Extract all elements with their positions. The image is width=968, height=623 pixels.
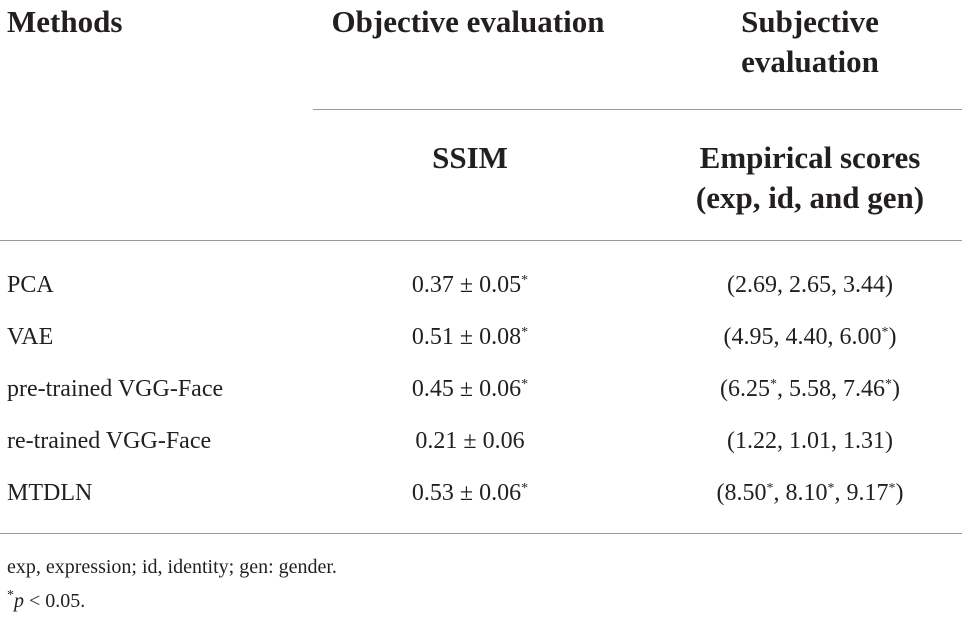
scores-cell: (1.22, 1.01, 1.31) [727,428,893,454]
method-cell: pre-trained VGG-Face [7,376,224,402]
header-subjective-evaluation-line1: Subjective [741,4,879,39]
footnote-p: p [14,590,24,612]
footnote-abbreviations: exp, expression; id, identity; gen: gend… [7,556,337,578]
significance-star: * [888,481,896,496]
ssim-cell: 0.53 ± 0.06* [411,480,529,506]
header-methods: Methods [7,4,123,39]
significance-star: * [521,481,529,496]
header-group-rule [313,109,962,110]
table-bottom-rule [0,533,962,534]
significance-star: * [827,481,835,496]
footnote-threshold: < 0.05. [24,590,86,612]
significance-star: * [521,377,529,392]
header-subjective-evaluation-line2: evaluation [741,44,879,79]
scores-cell: (2.69, 2.65, 3.44) [727,272,893,298]
significance-star: * [881,325,889,340]
method-cell: MTDLN [7,480,93,506]
header-empirical-scores-line1: Empirical scores [699,140,921,175]
scores-cell: (8.50*, 8.10*, 9.17*) [716,480,904,506]
scores-cell: (6.25*, 5.58, 7.46*) [720,376,900,402]
method-cell: re-trained VGG-Face [7,428,212,454]
ssim-cell: 0.45 ± 0.06* [411,376,529,402]
significance-star: * [766,481,774,496]
significance-star: * [885,377,892,392]
header-bottom-rule [0,240,962,241]
header-objective-evaluation: Objective evaluation [331,4,605,39]
footnote-significance: *p < 0.05. [7,588,85,614]
ssim-cell: 0.37 ± 0.05* [411,272,529,298]
scores-cell: (4.95, 4.40, 6.00*) [723,324,897,350]
ssim-cell: 0.51 ± 0.08* [411,324,529,350]
header-empirical-scores-line2: (exp, id, and gen) [695,180,925,215]
significance-star: * [521,325,529,340]
significance-star: * [521,273,529,288]
significance-star: * [770,377,777,392]
footnote-star: * [7,588,14,603]
method-cell: VAE [7,324,54,350]
method-cell: PCA [7,272,54,298]
ssim-cell: 0.21 ± 0.06 [415,428,525,454]
header-ssim: SSIM [432,140,508,175]
